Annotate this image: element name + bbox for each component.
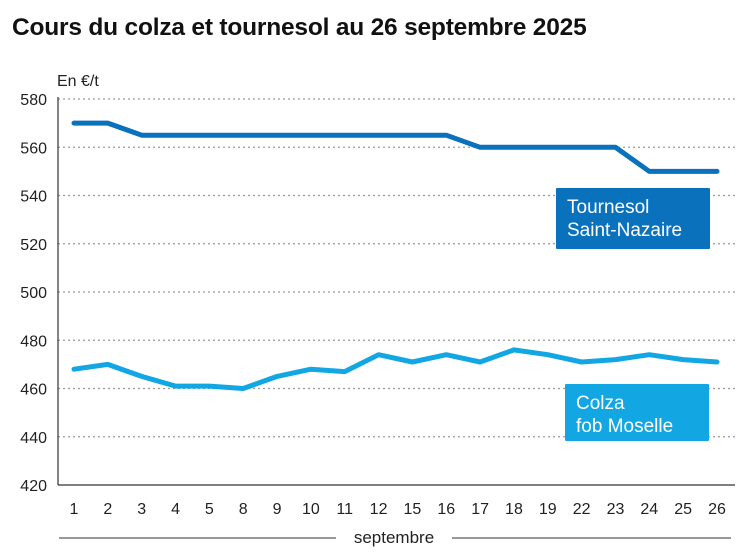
y-tick-label: 540: [20, 189, 47, 206]
series-label-text: fob Moselle: [576, 416, 673, 437]
x-tick-labels: 1 2 3 4 5 8 9 10 11 12 15 16 17 18 19 22 23 24 25 26: [70, 501, 726, 518]
series-label-box: [565, 384, 709, 441]
y-tick-label: 580: [20, 92, 47, 109]
x-tick-label: 10: [302, 501, 320, 518]
x-tick-label: 16: [437, 501, 455, 518]
x-axis-title-group: septembre: [59, 528, 731, 547]
x-tick-label: 1: [70, 501, 79, 518]
x-tick-label: 8: [239, 501, 248, 518]
x-tick-label: 12: [370, 501, 388, 518]
axes: [57, 97, 735, 486]
x-tick-label: 4: [171, 501, 180, 518]
y-tick-label: 460: [20, 382, 47, 399]
x-tick-label: 3: [137, 501, 146, 518]
x-tick-label: 9: [273, 501, 282, 518]
chart-title: Cours du colza et tournesol au 26 septem…: [12, 14, 587, 41]
y-tick-label: 520: [20, 237, 47, 254]
series-label-text: Tournesol: [567, 197, 649, 218]
y-axis-unit-label: En €/t: [57, 73, 99, 90]
x-tick-label: 19: [539, 501, 557, 518]
y-tick-label: 500: [20, 285, 47, 302]
y-tick-label: 440: [20, 430, 47, 447]
series-line-tournesol: [71, 120, 720, 174]
x-tick-label: 18: [505, 501, 523, 518]
series-label-text: Colza: [576, 393, 625, 414]
x-tick-label: 11: [336, 501, 353, 518]
series-label-box: [556, 188, 710, 249]
x-tick-label: 22: [573, 501, 591, 518]
x-tick-label: 17: [471, 501, 489, 518]
x-tick-label: 26: [708, 501, 726, 518]
y-tick-labels: 420 440 460 480 500 520 540 560 580: [20, 92, 47, 495]
x-axis-title: septembre: [354, 528, 434, 547]
y-tick-label: 420: [20, 478, 47, 495]
x-tick-label: 24: [640, 501, 658, 518]
x-tick-label: 2: [103, 501, 112, 518]
y-tick-label: 480: [20, 333, 47, 350]
series-label-text: Saint-Nazaire: [567, 220, 682, 241]
y-tick-label: 560: [20, 140, 47, 157]
series-lines: [71, 120, 720, 391]
x-tick-label: 23: [607, 501, 625, 518]
x-tick-label: 5: [205, 501, 214, 518]
series-line-colza: [71, 347, 720, 391]
x-tick-label: 15: [404, 501, 422, 518]
x-tick-label: 25: [674, 501, 692, 518]
